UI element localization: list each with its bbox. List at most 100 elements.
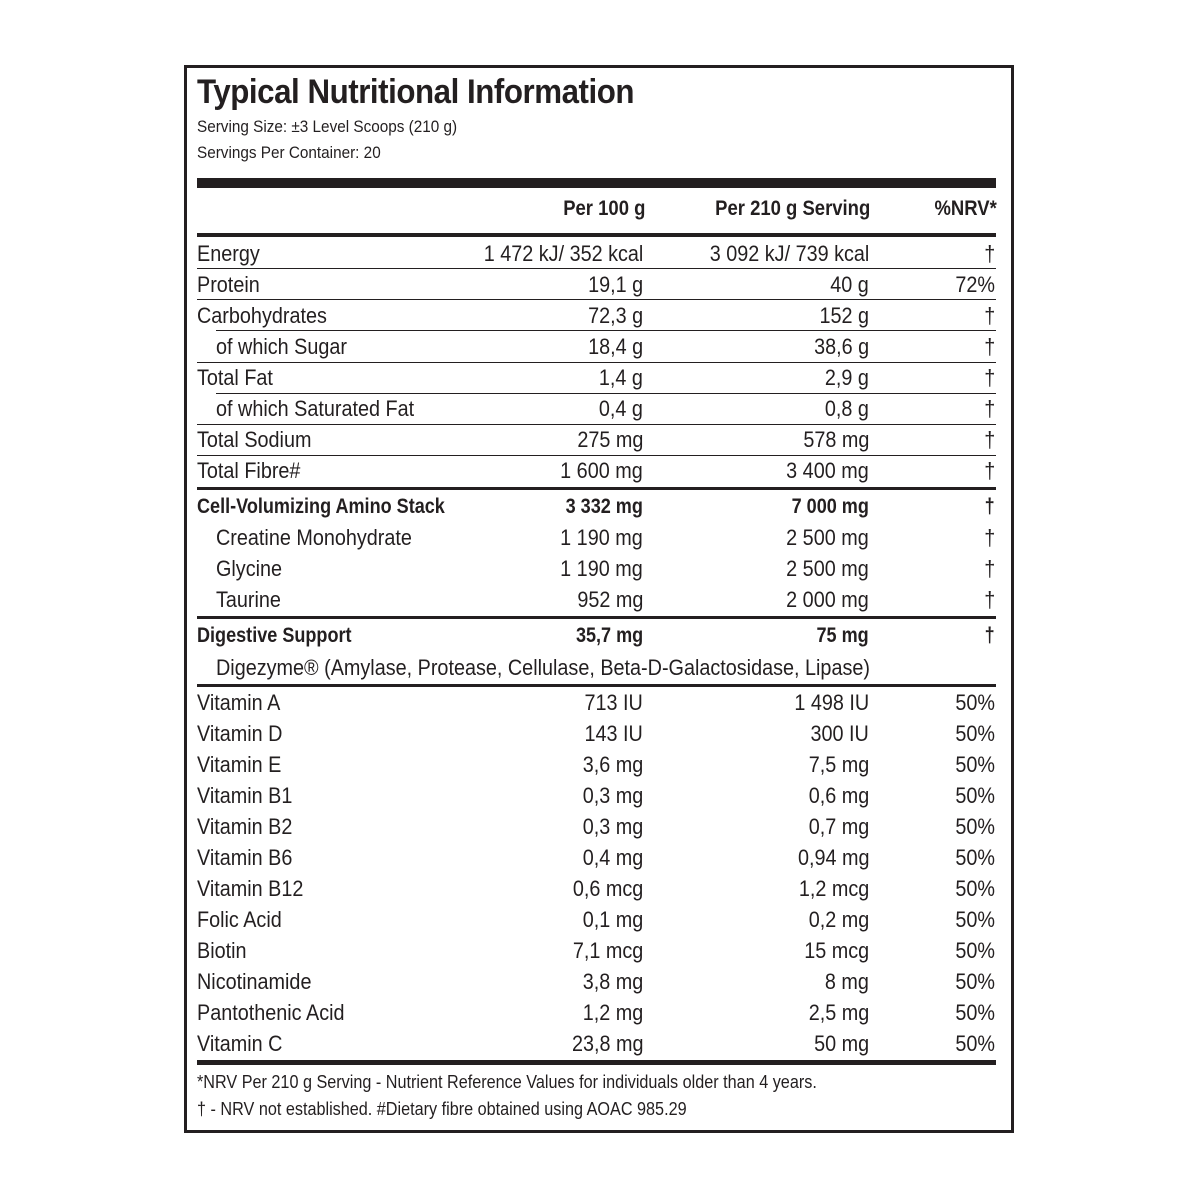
row-serving: 38,6 g (813, 334, 869, 359)
row-nrv: 50% (955, 845, 995, 870)
row-per100: 7,1 mcg (572, 938, 643, 963)
row-nrv: 50% (955, 1000, 995, 1025)
row-serving: 75 mg (816, 624, 869, 647)
row-nrv: † (983, 458, 995, 483)
row-serving: 578 mg (802, 427, 869, 452)
row-name: of which Sugar (216, 334, 347, 359)
footnote-dagger: † - NRV not established. #Dietary fibre … (197, 1099, 687, 1119)
table-row: Total Sodium 275 mg 578 mg † (197, 424, 996, 455)
row-name: Vitamin B12 (197, 876, 304, 901)
table-row: Vitamin C 23,8 mg 50 mg 50% (197, 1028, 996, 1059)
row-per100: 1 190 mg (560, 556, 643, 581)
row-per100: 1 472 kJ/ 352 kcal (483, 241, 643, 266)
row-serving: 1 498 IU (794, 690, 869, 715)
row-per100: 0,3 mg (582, 814, 643, 839)
row-nrv: 50% (955, 814, 995, 839)
row-nrv: † (983, 303, 995, 328)
table-row: Vitamin A 713 IU 1 498 IU 50% (197, 687, 996, 718)
row-nrv: 50% (955, 690, 995, 715)
row-serving: 2 500 mg (786, 556, 869, 581)
section-divider (197, 487, 996, 490)
row-nrv: 50% (955, 938, 995, 963)
row-name: Digestive Support (197, 624, 352, 647)
row-per100: 0,6 mcg (572, 876, 643, 901)
row-name: Vitamin E (197, 752, 282, 777)
row-serving: 0,6 mg (808, 783, 869, 808)
row-serving: 7 000 mg (791, 495, 869, 518)
nutrition-panel (184, 65, 1014, 1133)
row-per100: 1,2 mg (582, 1000, 643, 1025)
row-serving: 0,2 mg (808, 907, 869, 932)
row-nrv: † (983, 396, 995, 421)
row-per100: 0,1 mg (582, 907, 643, 932)
row-divider (197, 455, 996, 456)
table-row: Pantothenic Acid 1,2 mg 2,5 mg 50% (197, 997, 996, 1028)
table-row: Vitamin B2 0,3 mg 0,7 mg 50% (197, 811, 996, 842)
table-row: Creatine Monohydrate 1 190 mg 2 500 mg † (197, 522, 996, 553)
row-nrv: 50% (955, 783, 995, 808)
row-nrv: † (983, 525, 995, 550)
row-nrv: 72% (955, 272, 995, 297)
row-per100: 72,3 g (587, 303, 643, 328)
digezyme-note: Digezyme® (Amylase, Protease, Cellulase,… (216, 655, 870, 680)
header-rule (197, 233, 996, 237)
row-nrv: † (984, 495, 995, 518)
row-name: Vitamin B2 (197, 814, 293, 839)
row-per100: 275 mg (576, 427, 643, 452)
row-name: Vitamin D (197, 721, 283, 746)
row-serving: 8 mg (824, 969, 869, 994)
row-serving: 7,5 mg (808, 752, 869, 777)
table-row: Vitamin B1 0,3 mg 0,6 mg 50% (197, 780, 996, 811)
row-per100: 1,4 g (598, 365, 643, 390)
row-name: Biotin (197, 938, 247, 963)
table-row: Vitamin E 3,6 mg 7,5 mg 50% (197, 749, 996, 780)
row-serving: 2,9 g (824, 365, 869, 390)
row-nrv: † (983, 556, 995, 581)
row-divider (197, 424, 996, 425)
row-nrv: 50% (955, 721, 995, 746)
row-per100: 3,6 mg (582, 752, 643, 777)
row-name: Taurine (216, 587, 281, 612)
row-per100: 143 IU (584, 721, 643, 746)
row-serving: 0,8 g (824, 396, 869, 421)
row-per100: 713 IU (584, 690, 643, 715)
row-nrv: † (983, 334, 995, 359)
row-name: of which Saturated Fat (216, 396, 415, 421)
table-row: Vitamin B6 0,4 mg 0,94 mg 50% (197, 842, 996, 873)
row-serving: 300 IU (810, 721, 869, 746)
row-nrv: 50% (955, 969, 995, 994)
row-divider (197, 362, 996, 363)
row-serving: 50 mg (813, 1031, 869, 1056)
row-per100: 0,4 g (598, 396, 643, 421)
row-nrv: 50% (955, 752, 995, 777)
row-nrv: 50% (955, 876, 995, 901)
row-name: Nicotinamide (197, 969, 312, 994)
row-name: Vitamin A (197, 690, 281, 715)
row-serving: 15 mcg (804, 938, 869, 963)
table-row: Vitamin D 143 IU 300 IU 50% (197, 718, 996, 749)
row-per100: 19,1 g (587, 272, 643, 297)
table-row: of which Sugar 18,4 g 38,6 g † (197, 331, 996, 362)
row-name: Protein (197, 272, 260, 297)
row-serving: 2 500 mg (786, 525, 869, 550)
table-row: Protein 19,1 g 40 g 72% (197, 269, 996, 300)
row-per100: 23,8 mg (571, 1031, 643, 1056)
table-row: Vitamin B12 0,6 mcg 1,2 mcg 50% (197, 873, 996, 904)
row-per100: 952 mg (576, 587, 643, 612)
row-divider (197, 268, 996, 269)
row-divider (216, 393, 996, 394)
row-serving: 2 000 mg (786, 587, 869, 612)
row-nrv: † (983, 241, 995, 266)
footer-rule (197, 1060, 996, 1065)
panel-title: Typical Nutritional Information (197, 73, 634, 111)
table-row: Energy 1 472 kJ/ 352 kcal 3 092 kJ/ 739 … (197, 238, 996, 269)
table-row: Digestive Support 35,7 mg 75 mg † (197, 620, 996, 651)
table-row: Total Fibre# 1 600 mg 3 400 mg † (197, 455, 996, 486)
row-per100: 3 332 mg (565, 495, 643, 518)
row-name: Cell-Volumizing Amino Stack (197, 495, 445, 518)
table-row: Biotin 7,1 mcg 15 mcg 50% (197, 935, 996, 966)
table-row: Folic Acid 0,1 mg 0,2 mg 50% (197, 904, 996, 935)
section-divider (197, 684, 996, 687)
serving-size: Serving Size: ±3 Level Scoops (210 g) (197, 117, 458, 136)
row-per100: 0,4 mg (582, 845, 643, 870)
